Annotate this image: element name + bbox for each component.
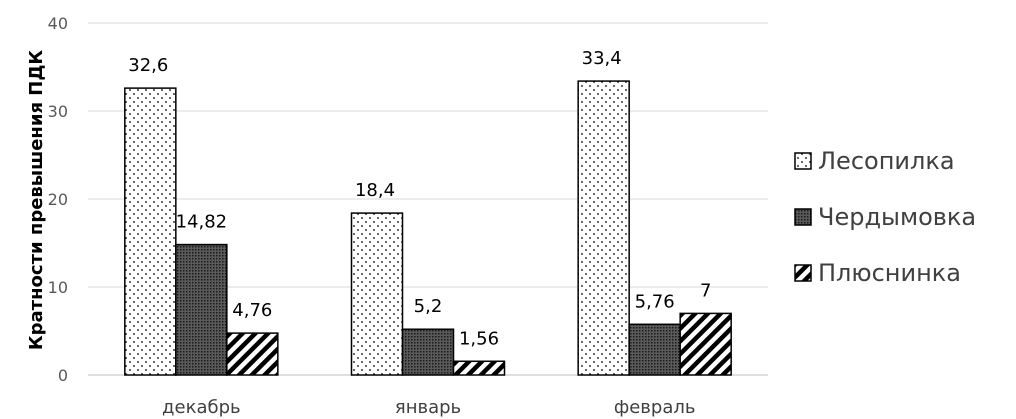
bar — [350, 212, 404, 376]
data-label: 5,2 — [414, 296, 443, 317]
legend-swatch — [794, 264, 812, 282]
bar — [175, 243, 228, 376]
y-tick-label: 10 — [48, 278, 68, 297]
y-tick-label: 0 — [58, 366, 68, 385]
bar — [679, 312, 732, 376]
bar — [577, 80, 630, 376]
x-category-label: декабрь — [162, 397, 241, 418]
bar — [124, 87, 177, 376]
data-label: 5,76 — [635, 291, 675, 312]
data-label: 1,56 — [459, 328, 499, 349]
bar — [452, 360, 506, 376]
data-label: 33,4 — [582, 48, 622, 69]
legend-swatch — [794, 208, 812, 226]
bar — [226, 332, 279, 376]
y-tick-label: 40 — [48, 14, 68, 33]
y-tick-label: 30 — [48, 102, 68, 121]
y-axis-label: Кратности превышения ПДК — [26, 50, 47, 350]
bars — [124, 80, 732, 376]
x-category-label: январь — [395, 397, 461, 418]
legend-swatch — [794, 152, 812, 170]
legend-label: Плюснинка — [818, 259, 961, 287]
y-tick-label: 20 — [48, 190, 68, 209]
legend: Лесопилка Чердымовка Плюснинка — [794, 147, 976, 287]
data-label: 14,82 — [176, 212, 228, 233]
bar — [401, 328, 455, 376]
legend-label: Чердымовка — [818, 203, 976, 231]
legend-label: Лесопилка — [818, 147, 955, 175]
y-axis-ticks: 0 10 20 30 40 — [48, 14, 68, 385]
data-label: 32,6 — [128, 55, 168, 76]
bar — [628, 323, 681, 376]
data-label: 7 — [700, 280, 711, 301]
x-category-label: февраль — [614, 397, 696, 418]
x-axis-categories: декабрь январь февраль — [162, 397, 695, 418]
data-label: 4,76 — [232, 300, 272, 321]
data-label: 18,4 — [355, 180, 395, 201]
data-labels: 32,6 14,82 4,76 18,4 5,2 1,56 33,4 5,76 7 — [128, 48, 711, 349]
